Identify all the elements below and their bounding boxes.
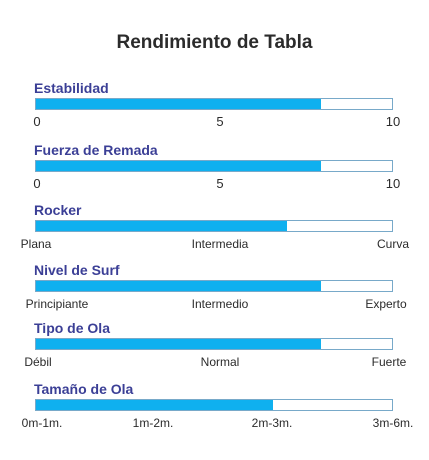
- scale-label: Experto: [365, 297, 407, 311]
- scale-label: Fuerte: [371, 355, 407, 369]
- metric-row: Tamaño de Ola 0m-1m. 1m-2m. 2m-3m. 3m-6m.: [0, 381, 429, 441]
- progress-bar: [35, 338, 393, 350]
- progress-bar: [35, 280, 393, 292]
- scale-label: 10: [385, 114, 401, 129]
- progress-bar: [35, 160, 393, 172]
- metric-label: Rocker: [34, 202, 82, 218]
- scale-label: 2m-3m.: [251, 416, 293, 430]
- progress-bar: [35, 98, 393, 110]
- metric-row: Estabilidad 0 5 10: [0, 80, 429, 140]
- metric-row: Fuerza de Remada 0 5 10: [0, 142, 429, 202]
- scale-label: 5: [216, 114, 224, 129]
- progress-bar: [35, 399, 393, 411]
- metric-label: Tipo de Ola: [34, 320, 110, 336]
- progress-bar-fill: [36, 339, 321, 349]
- scale-label: 10: [385, 176, 401, 191]
- progress-bar-fill: [36, 281, 321, 291]
- metric-label: Fuerza de Remada: [34, 142, 158, 158]
- scale-label: Intermedia: [191, 237, 249, 251]
- scale-label: Débil: [24, 355, 52, 369]
- progress-bar-fill: [36, 161, 321, 171]
- scale-label: Normal: [200, 355, 240, 369]
- metric-label: Nivel de Surf: [34, 262, 120, 278]
- metric-label: Tamaño de Ola: [34, 381, 134, 397]
- scale-label: Plana: [20, 237, 52, 251]
- scale-label: 0: [33, 114, 41, 129]
- progress-bar-fill: [36, 400, 273, 410]
- metric-row: Rocker Plana Intermedia Curva: [0, 202, 429, 262]
- metric-row: Nivel de Surf Principiante Intermedio Exper…: [0, 262, 429, 322]
- scale-label: 5: [216, 176, 224, 191]
- metric-row: Tipo de Ola Débil Normal Fuerte: [0, 320, 429, 380]
- page-title: Rendimiento de Tabla: [116, 32, 313, 53]
- progress-bar-fill: [36, 221, 287, 231]
- progress-bar-fill: [36, 99, 321, 109]
- progress-bar: [35, 220, 393, 232]
- scale-label: Principiante: [25, 297, 89, 311]
- metric-label: Estabilidad: [34, 80, 109, 96]
- scale-label: Curva: [376, 237, 410, 251]
- scale-label: 1m-2m.: [132, 416, 174, 430]
- scale-label: 0: [33, 176, 41, 191]
- scale-label: 3m-6m.: [372, 416, 414, 430]
- scale-label: 0m-1m.: [21, 416, 63, 430]
- scale-label: Intermedio: [191, 297, 249, 311]
